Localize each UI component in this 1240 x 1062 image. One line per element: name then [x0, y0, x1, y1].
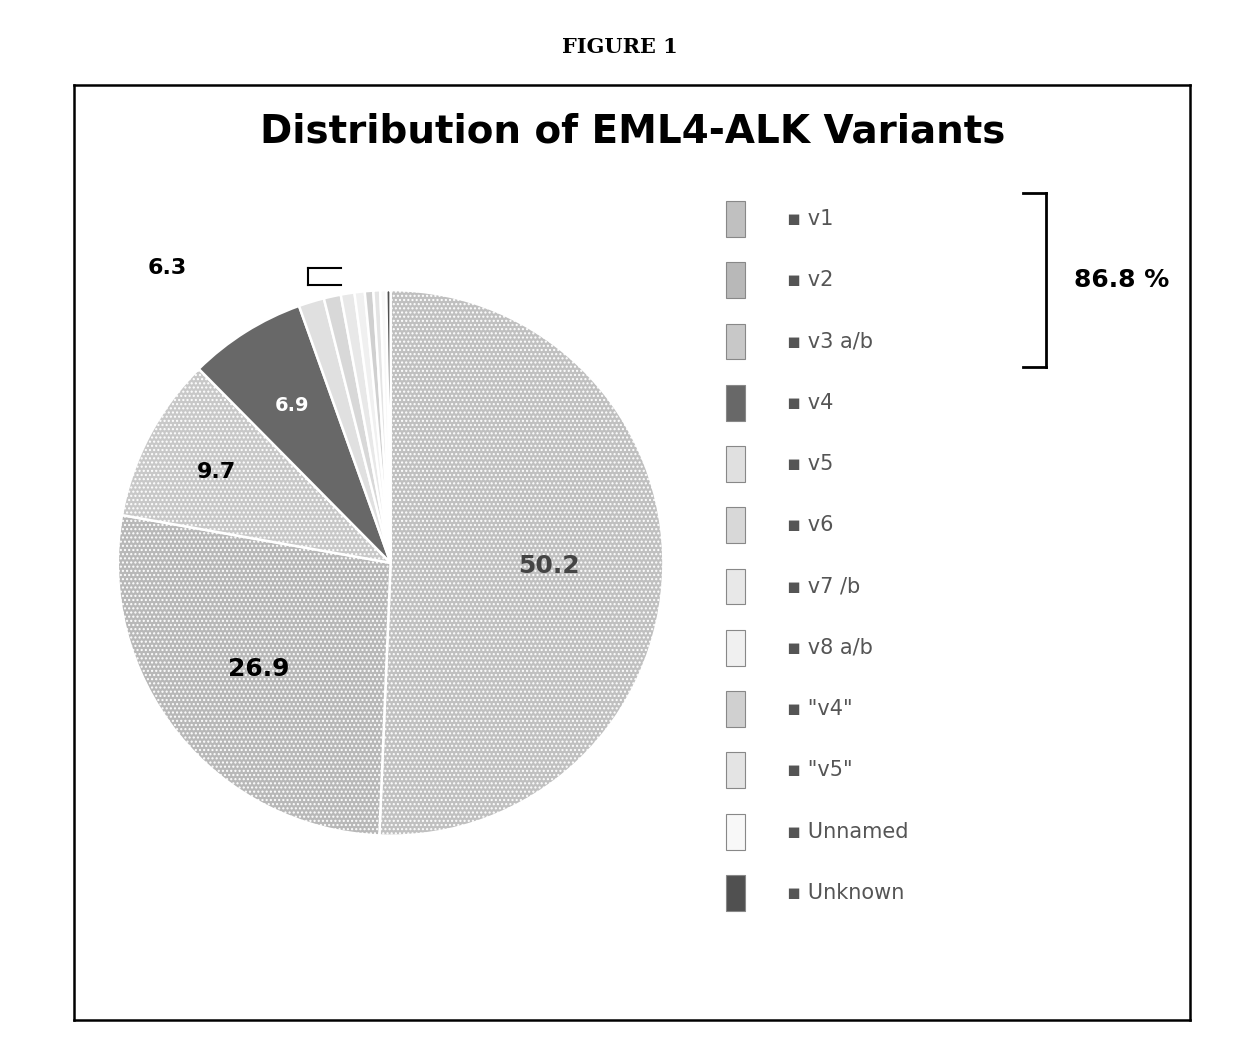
Wedge shape [299, 298, 391, 563]
Text: Distribution of EML4-ALK Variants: Distribution of EML4-ALK Variants [259, 113, 1006, 151]
Text: 86.8 %: 86.8 % [1074, 269, 1169, 292]
Wedge shape [198, 306, 391, 563]
Text: ▪ v6: ▪ v6 [787, 515, 833, 535]
Text: ▪ v7 /b: ▪ v7 /b [787, 577, 861, 597]
Wedge shape [355, 291, 391, 563]
Bar [725, 568, 745, 604]
Bar [725, 630, 745, 666]
Bar [725, 875, 745, 911]
Text: ▪ v8 a/b: ▪ v8 a/b [787, 638, 873, 657]
Wedge shape [118, 515, 391, 836]
Bar [725, 813, 745, 850]
Bar [725, 753, 745, 788]
Wedge shape [387, 290, 391, 563]
Wedge shape [341, 292, 391, 563]
Text: ▪ v5: ▪ v5 [787, 455, 833, 474]
Bar [725, 384, 745, 421]
Bar [725, 446, 745, 482]
Text: ▪ v4: ▪ v4 [787, 393, 833, 413]
Text: ▪ "v4": ▪ "v4" [787, 699, 853, 719]
Bar [725, 324, 745, 359]
Text: FIGURE 1: FIGURE 1 [562, 37, 678, 57]
Text: ▪ Unknown: ▪ Unknown [787, 883, 904, 903]
Text: ▪ Unnamed: ▪ Unnamed [787, 822, 909, 841]
Wedge shape [122, 369, 391, 563]
Wedge shape [381, 290, 391, 563]
Bar [725, 508, 745, 543]
Text: 6.3: 6.3 [148, 258, 186, 278]
Wedge shape [373, 290, 391, 563]
Text: 26.9: 26.9 [228, 656, 289, 681]
Bar [725, 262, 745, 298]
Bar [725, 201, 745, 237]
Text: ▪ v2: ▪ v2 [787, 270, 833, 290]
Wedge shape [365, 291, 391, 563]
Bar [725, 691, 745, 727]
Wedge shape [324, 294, 391, 563]
Text: 6.9: 6.9 [274, 396, 309, 415]
Wedge shape [379, 290, 663, 836]
Text: ▪ v3 a/b: ▪ v3 a/b [787, 331, 873, 352]
Text: ▪ v1: ▪ v1 [787, 209, 833, 229]
Text: ▪ "v5": ▪ "v5" [787, 760, 853, 781]
Text: 9.7: 9.7 [197, 462, 237, 481]
Text: 50.2: 50.2 [518, 554, 579, 578]
